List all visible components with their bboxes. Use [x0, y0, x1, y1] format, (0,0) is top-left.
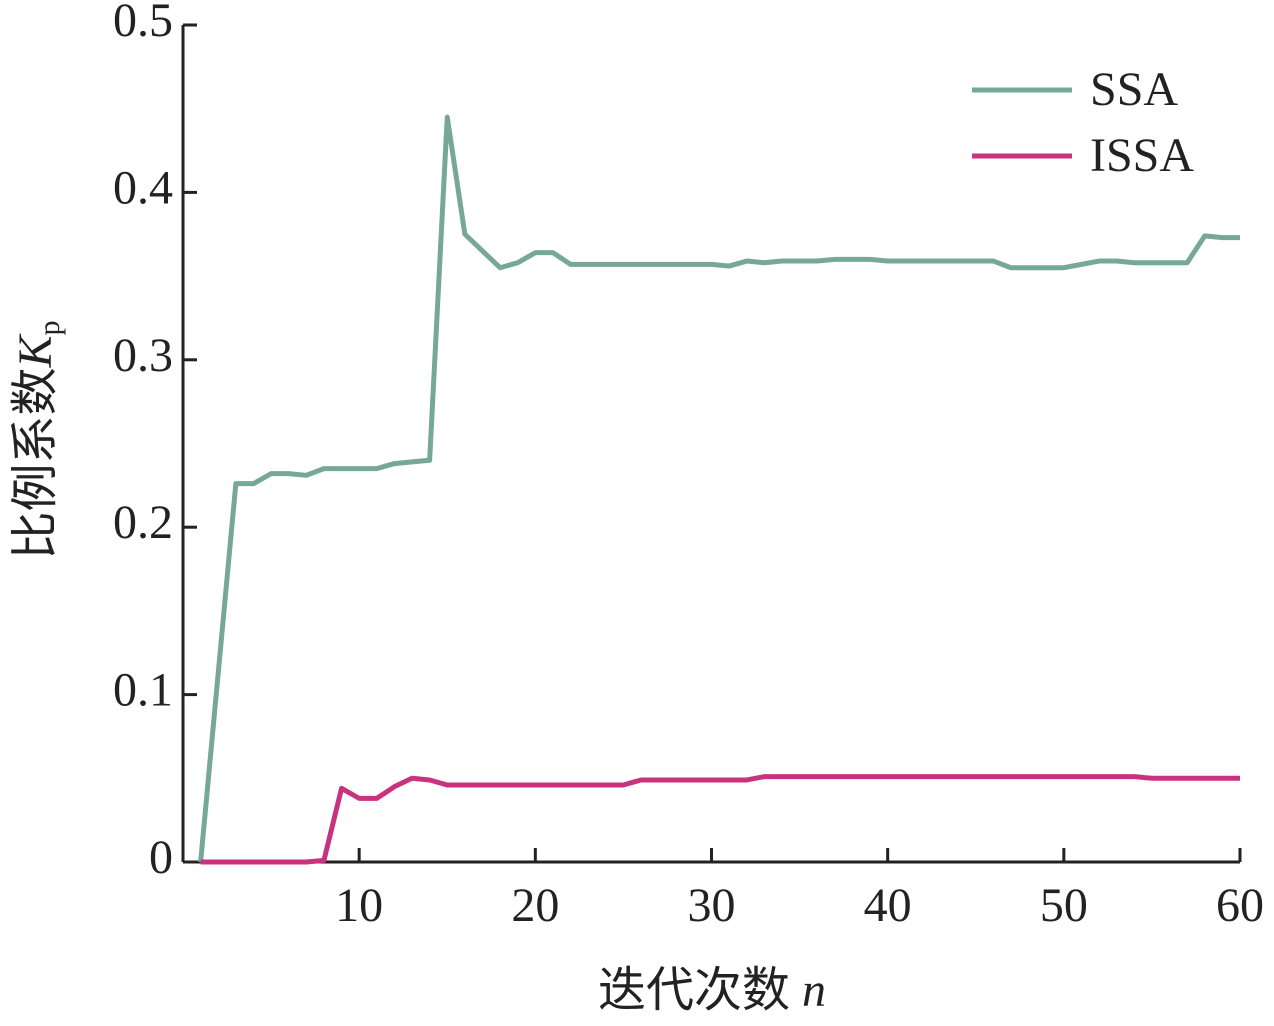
y-tick-label: 0.1	[113, 664, 173, 717]
legend-label: ISSA	[1090, 129, 1194, 182]
y-tick-label: 0.4	[113, 161, 173, 214]
x-tick-label: 30	[688, 879, 736, 932]
y-tick-label: 0.2	[113, 496, 173, 549]
legend-label: SSA	[1090, 63, 1178, 116]
y-axis-label: 比例系数Kp	[9, 320, 66, 559]
x-tick-label: 50	[1040, 879, 1088, 932]
line-series	[198, 114, 1240, 863]
line-series	[200, 774, 1240, 865]
y-tick-label: 0.3	[113, 329, 173, 382]
x-axis-label: 迭代次数 n	[598, 964, 826, 1017]
y-tick-label: 0	[149, 831, 173, 884]
x-tick-label: 10	[335, 879, 383, 932]
x-tick-label: 20	[511, 879, 559, 932]
y-tick-label: 0.5	[113, 0, 173, 47]
x-tick-label: 40	[864, 879, 912, 932]
x-tick-label: 60	[1216, 879, 1264, 932]
